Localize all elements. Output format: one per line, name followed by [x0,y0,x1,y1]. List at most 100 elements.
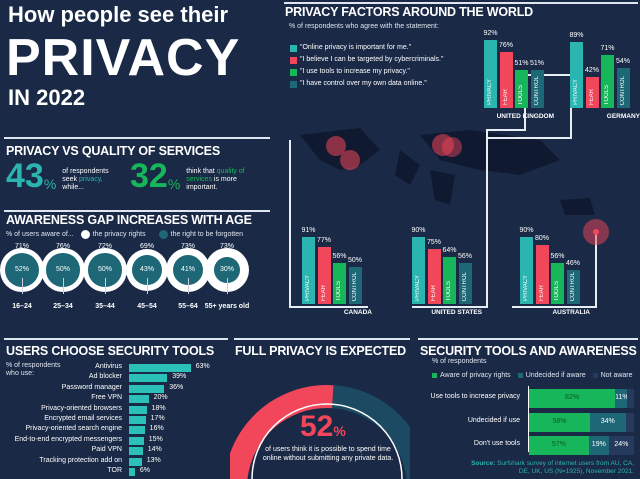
tool-label: Tracking protection add on [39,456,122,464]
tools-title: USERS CHOOSE SECURITY TOOLS [6,344,215,358]
pvq-left-unit: % [43,176,57,192]
tick [227,278,228,294]
tool-bar [129,395,149,404]
bar-value-label: 89% [569,32,584,40]
bar-value-label: 46% [565,259,580,267]
forgotten-circle [131,254,163,286]
tool-value: 14% [147,446,162,454]
tool-bar [129,457,142,466]
privacy-rights-value: 73% [219,243,234,250]
tool-label: Antivirus [95,363,122,370]
bar-value-label: 56% [550,252,565,260]
sta-segment [626,389,634,408]
bar-value-label: 64% [442,246,457,254]
bar-value-label: 92% [483,29,498,37]
privacy-rights-value: 72% [97,243,112,250]
sta-value: 34% [600,417,615,425]
tool-value: 17% [150,415,165,422]
bar-control: CONTROL [616,68,630,108]
privacy-rights-value: 73% [180,243,195,250]
tick [147,278,148,294]
title-privacy: PRIVACY [6,29,241,87]
age-title: AWARENESS GAP INCREASES WITH AGE [6,213,252,227]
source-note: Source: Surfshark survey of internet use… [464,460,634,476]
gauge-title: FULL PRIVACY IS EXPECTED [235,344,406,358]
tool-bar [129,364,191,372]
bar-category-label: PRIVACY [415,275,421,301]
bar-category-label: FEAR [538,284,545,301]
tool-label: Privacy-oriented search engine [25,425,123,433]
t: quality of services [186,168,245,183]
sta-segment: 11% [615,389,629,408]
bar-value-label: 91% [301,226,316,234]
country-label: AUSTRALIA [552,309,590,316]
location-marker [326,136,346,156]
legend-label: Aware of privacy rights [440,372,511,379]
sta-value: 57% [551,441,566,448]
t: of respondents [62,168,109,175]
tool-label: TOR [107,467,122,474]
bar-value-label: 80% [534,234,549,242]
country-label: GERMANY [606,113,640,120]
bar-category-label: TOOLS [518,84,524,105]
country-label: UNITED STATES [431,309,482,316]
bar-category-label: FEAR [502,88,509,105]
bar-tools: TOOLS [333,262,346,304]
gauge-number: 52 [300,410,334,443]
legend-label: Not aware [600,372,633,379]
bar-privacy: PRIVACY [302,236,315,304]
tool-label: Encrypted email services [44,415,122,422]
connector [289,140,368,308]
sta-segment: 19% [588,436,609,455]
sta-segment: 57% [529,436,589,455]
sta-subtitle: % of respondents [432,358,487,365]
country-label: CANADA [343,309,372,316]
bar-category-label: CONTROL [351,271,358,301]
bar-category-label: CONTROL [461,271,468,301]
tool-value: 6% [139,467,150,474]
tool-value: 13% [146,456,161,464]
tool-bar [129,384,165,393]
gauge-value-label: 52% [300,410,346,444]
bar-category-label: FEAR [430,284,437,301]
forgotten-value: 50% [55,266,70,273]
sta-segment: 34% [589,412,626,432]
country-label: UNITED KINGDOM [496,113,554,120]
tool-label: Ad blocker [88,373,122,381]
bar-fear: FEAR [499,51,513,108]
legend-swatch [290,69,297,76]
bar-value-label: 56% [457,252,472,260]
sta-axis [528,386,529,452]
sta-legend: Aware of privacy rights Undecided if awa… [432,372,633,379]
sta-segment [625,412,634,432]
tool-value: 20% [153,394,168,402]
tool-bar [129,447,143,456]
divider [284,2,638,4]
tool-label: Password manager [61,383,122,391]
bar-privacy: PRIVACY [484,39,497,108]
tick [63,278,64,294]
age-label: 45–54 [137,303,157,310]
forgotten-circle [214,257,240,283]
bar-fear: FEAR [427,248,441,304]
bar-category-label: TOOLS [604,84,610,105]
pvq-right: 32 % think that quality of services is m… [130,159,248,193]
factors-title: PRIVACY FACTORS AROUND THE WORLD [285,5,534,19]
bar-tools: TOOLS [515,70,528,108]
tool-value: 15% [148,435,163,443]
bar-privacy: PRIVACY [412,237,425,304]
tool-value: 36% [169,383,184,391]
legend-swatch-white [80,230,90,239]
bar-value-label: 50% [347,257,362,264]
bar-tools: TOOLS [551,262,564,304]
gauge-text: of users think it is possible to spend t… [262,446,394,462]
forgotten-circle [172,254,204,286]
legend-swatch [290,57,297,64]
divider [418,338,638,340]
bar-category-label: PRIVACY [523,275,529,301]
tool-bar [129,426,145,435]
bar-category-label: FEAR [588,88,595,105]
bar-category-label: PRIVACY [573,79,579,105]
legend-label: the privacy rights [92,231,146,238]
pvq-left-value: 43 [6,157,44,195]
